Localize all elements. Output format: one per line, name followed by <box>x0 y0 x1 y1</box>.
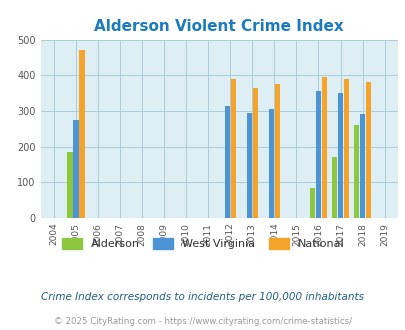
Bar <box>321 77 326 218</box>
Bar <box>353 125 358 218</box>
Bar <box>309 187 315 218</box>
Legend: Alderson, West Virginia, National: Alderson, West Virginia, National <box>58 234 347 253</box>
Title: Alderson Violent Crime Index: Alderson Violent Crime Index <box>94 19 343 34</box>
Bar <box>315 91 320 218</box>
Bar <box>246 113 252 218</box>
Bar <box>67 152 72 218</box>
Bar <box>337 93 343 218</box>
Bar <box>343 79 348 218</box>
Bar <box>252 88 258 218</box>
Bar <box>268 109 273 218</box>
Bar <box>230 79 235 218</box>
Bar <box>274 84 279 218</box>
Bar <box>331 157 337 218</box>
Bar <box>365 82 370 218</box>
Text: © 2025 CityRating.com - https://www.cityrating.com/crime-statistics/: © 2025 CityRating.com - https://www.city… <box>54 317 351 326</box>
Bar <box>359 115 364 218</box>
Text: Crime Index corresponds to incidents per 100,000 inhabitants: Crime Index corresponds to incidents per… <box>41 292 364 302</box>
Bar <box>79 50 84 218</box>
Bar <box>73 120 79 218</box>
Bar <box>224 106 230 218</box>
